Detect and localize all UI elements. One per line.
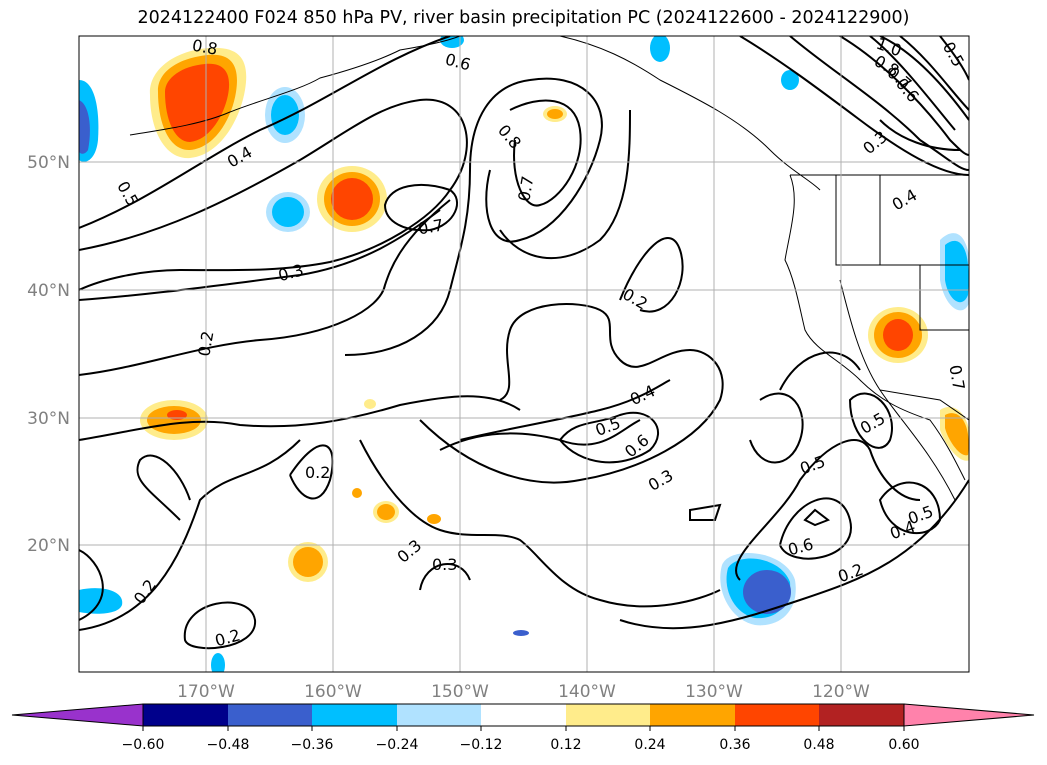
lon-tick-label: 170°W [177, 682, 235, 702]
lon-tick-labels: 170°W 160°W 150°W 140°W 130°W 120°W [177, 682, 870, 702]
lat-tick-label: 20°N [27, 536, 70, 556]
lon-tick-label: 120°W [812, 682, 870, 702]
coastlines [129, 36, 969, 501]
lon-tick-label: 130°W [685, 682, 743, 702]
colorbar-tick-label: −0.48 [207, 737, 250, 753]
contour-label: 0.7 [945, 363, 968, 391]
colorbar-tick-label: −0.60 [122, 737, 165, 753]
contour-label: 0.2 [305, 463, 330, 482]
contour-label: 0.8 [191, 36, 219, 59]
colorbar-segment [312, 704, 397, 726]
lat-tick-labels: 50°N 40°N 30°N 20°N [27, 153, 70, 556]
colorbar-tick-label: 0.24 [634, 737, 665, 753]
contour-label: 0.7 [417, 215, 445, 238]
colorbar: −0.60 −0.48 −0.36 −0.24 −0.12 0.12 0.24 … [11, 703, 1035, 753]
colorbar-segment [228, 704, 312, 726]
colorbar-tick-label: −0.12 [460, 737, 503, 753]
map-plot-area: 0.8 0.7 0.6 0.5 0.4 0.3 0.2 1.0 0.8 0.7 … [79, 36, 969, 672]
colorbar-segment [819, 704, 904, 726]
lat-tick-label: 50°N [27, 153, 70, 173]
map-title: 2024122400 F024 850 hPa PV, river basin … [137, 8, 910, 28]
colorbar-tick-label: −0.24 [376, 737, 419, 753]
colorbar-extend-low [11, 703, 144, 727]
lon-tick-label: 160°W [304, 682, 362, 702]
contour-label: 0.2 [194, 329, 217, 357]
colorbar-segment [650, 704, 735, 726]
colorbar-segment [397, 704, 481, 726]
colorbar-extend-high [903, 703, 1035, 727]
colorbar-segment [481, 704, 566, 726]
colorbar-segment [143, 704, 228, 726]
lat-tick-label: 30°N [27, 409, 70, 429]
map-frame [78, 35, 970, 673]
contour-label: 0.7 [514, 174, 537, 202]
lon-tick-label: 150°W [431, 682, 489, 702]
graticule [79, 36, 969, 672]
lat-tick-label: 40°N [27, 281, 70, 301]
lon-tick-label: 140°W [558, 682, 616, 702]
precip-shading [79, 36, 969, 672]
colorbar-segment [566, 704, 650, 726]
contour-label: 0.3 [432, 555, 457, 574]
colorbar-segment [735, 704, 819, 726]
colorbar-tick-label: 0.48 [803, 737, 834, 753]
colorbar-tick-label: 0.60 [888, 737, 919, 753]
colorbar-tick-label: −0.36 [291, 737, 334, 753]
colorbar-tick-label: 0.36 [719, 737, 750, 753]
colorbar-tick-label: 0.12 [550, 737, 581, 753]
